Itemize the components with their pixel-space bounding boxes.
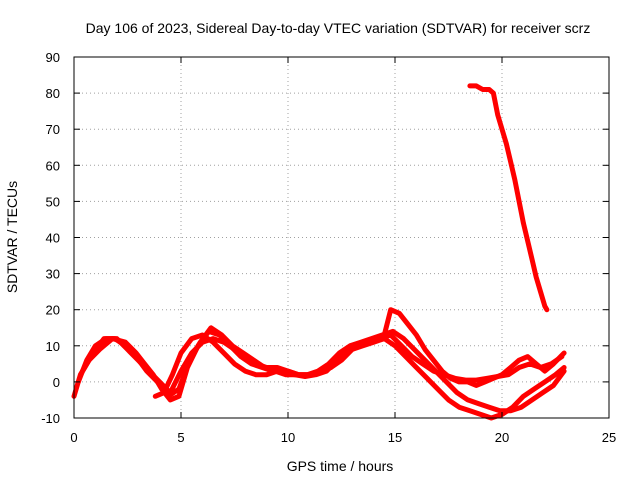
- x-tick-label: 15: [388, 430, 402, 445]
- y-tick-label: 80: [46, 86, 60, 101]
- y-tick-label: 0: [53, 375, 60, 390]
- chart-title: Day 106 of 2023, Sidereal Day-to-day VTE…: [86, 20, 591, 36]
- y-tick-label: 20: [46, 303, 60, 318]
- x-axis-title: GPS time / hours: [287, 458, 394, 474]
- y-tick-label: 90: [46, 50, 60, 65]
- y-axis-title: SDTVAR / TECUs: [4, 181, 20, 293]
- series-line-arc-1: [71, 328, 565, 403]
- x-tick-label: 20: [495, 430, 509, 445]
- y-tick-label: 40: [46, 231, 60, 246]
- y-tick-label: 70: [46, 122, 60, 137]
- x-tick-label: 5: [177, 430, 184, 445]
- y-tick-label: 10: [46, 339, 60, 354]
- series-line-arc-4: [152, 307, 567, 399]
- axis-ticks: 0 5 10 15 20 25 -10 0 10 20 30 40 50 60 70 80 90: [41, 50, 616, 445]
- data-series: [71, 83, 567, 421]
- y-tick-label: 30: [46, 267, 60, 282]
- y-tick-label: 50: [46, 194, 60, 209]
- x-tick-label: 25: [602, 430, 616, 445]
- series-line-arc-5: [467, 83, 550, 313]
- y-tick-label: 60: [46, 158, 60, 173]
- x-tick-label: 0: [70, 430, 77, 445]
- y-tick-label: -10: [41, 411, 60, 426]
- x-tick-label: 10: [281, 430, 295, 445]
